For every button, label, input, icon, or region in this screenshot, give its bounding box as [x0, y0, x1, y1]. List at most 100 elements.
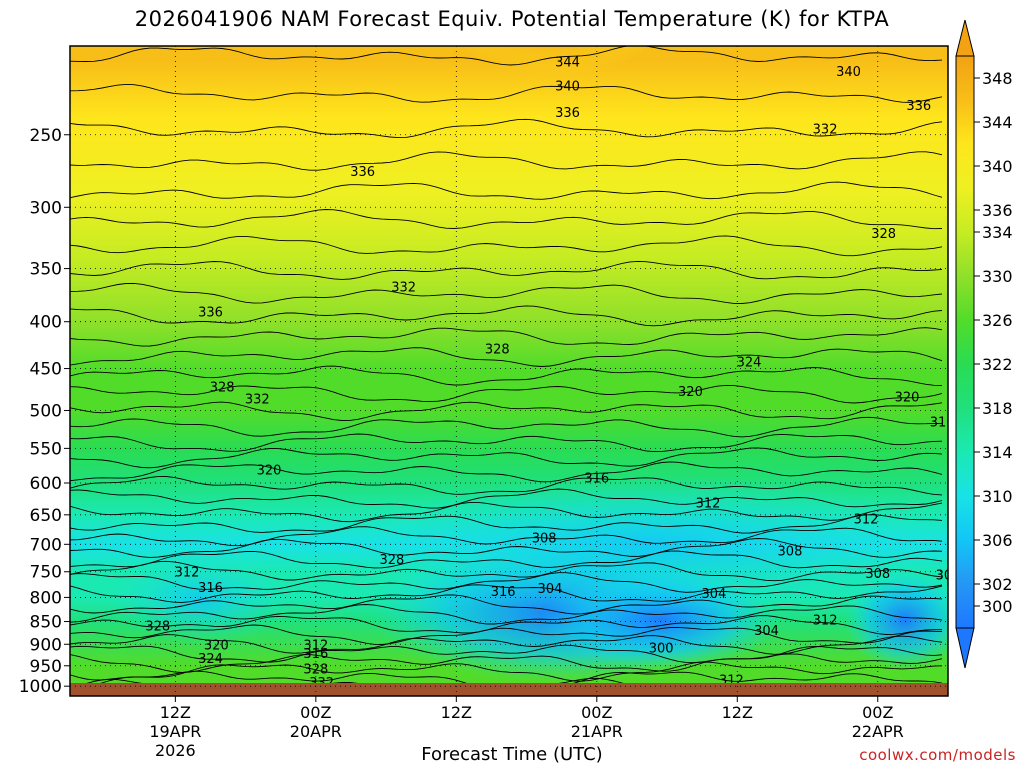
- contour-label: 308: [532, 531, 557, 546]
- contour-label: 344: [555, 56, 580, 71]
- contour-line: [70, 624, 943, 645]
- cool-midlevel-region: [350, 475, 948, 615]
- x-tick-year: 2026: [155, 741, 196, 760]
- contour-lines: [70, 46, 943, 696]
- y-tick-label: 750: [30, 563, 62, 583]
- contour-label: 324: [737, 355, 762, 370]
- contour-line: [70, 118, 943, 139]
- grid-lines: [70, 46, 948, 696]
- contour-line: [70, 327, 943, 347]
- contour-label: 340: [836, 65, 861, 80]
- contour-line: [70, 384, 943, 404]
- contour-label: 332: [245, 392, 270, 407]
- contour-line: [70, 604, 943, 625]
- contour-label: 328: [871, 227, 896, 242]
- chart-title: 2026041906 NAM Forecast Equiv. Potential…: [134, 7, 890, 31]
- contour-label: 324: [198, 652, 223, 667]
- contour-label: 308: [865, 567, 890, 582]
- y-tick-label: 650: [30, 506, 62, 526]
- contour-line: [70, 634, 943, 655]
- x-tick-date: 21APR: [571, 722, 623, 741]
- y-tick-label: 950: [30, 657, 62, 677]
- contour-line: [70, 461, 943, 483]
- colorbar-label: 326: [982, 311, 1013, 330]
- y-tick-label: 600: [30, 474, 62, 494]
- contour-line: [70, 83, 943, 103]
- contour-label: 332: [391, 280, 416, 295]
- colorbar-bottom-arrow: [955, 627, 975, 669]
- y-tick-label: 400: [30, 313, 62, 333]
- contour-line: [70, 447, 943, 469]
- contour-label: 328: [485, 343, 510, 358]
- contour-label: 316: [491, 585, 516, 600]
- plot-frame: [69, 45, 949, 697]
- ground-surface: [70, 683, 948, 696]
- colorbar-label: 318: [982, 399, 1013, 418]
- contour-line: [70, 416, 943, 438]
- contour-line: [70, 514, 943, 534]
- contour-label: 320: [678, 385, 703, 400]
- contour-line: [70, 282, 943, 304]
- y-tick-label: 800: [30, 588, 62, 608]
- contour-line: [70, 235, 943, 257]
- contour-line: [70, 181, 943, 200]
- y-tick-label: 350: [30, 260, 62, 280]
- colorbar-label: 334: [982, 223, 1013, 242]
- x-tick-label: 12Z: [441, 703, 472, 722]
- contour-line: [70, 488, 943, 509]
- contour-line: [70, 572, 943, 593]
- contour-label: 304: [701, 587, 726, 602]
- colorbar-label: 340: [982, 157, 1013, 176]
- x-tick-label: 00Z: [862, 703, 893, 722]
- contour-label: 320: [257, 464, 282, 479]
- x-tick-label: 12Z: [722, 703, 753, 722]
- contour-label: 312: [175, 566, 200, 581]
- contour-label: 328: [380, 553, 405, 568]
- contour-label: 340: [555, 80, 580, 95]
- contour-line: [70, 151, 943, 171]
- x-tick-label: 00Z: [581, 703, 612, 722]
- site-credit: coolwx.com/models: [859, 746, 1016, 764]
- contour-label: 320: [204, 638, 229, 653]
- contour-line: [70, 526, 943, 547]
- colorbar-label: 344: [982, 113, 1013, 132]
- y-tick-label: 300: [30, 198, 62, 218]
- y-tick-label: 250: [30, 126, 62, 146]
- contour-label: 316: [198, 581, 223, 596]
- contour-line: [70, 46, 943, 66]
- y-tick-label: 550: [30, 439, 62, 459]
- contour-line: [70, 661, 943, 682]
- contour-line: [70, 209, 943, 230]
- contour-label: 304: [538, 582, 563, 597]
- warm-upper-maximum: [465, 46, 645, 85]
- colorbar-label: 302: [982, 575, 1013, 594]
- colorbar-top-arrow: [955, 19, 975, 57]
- contour-label: 336: [555, 106, 580, 121]
- contour-label: 300: [649, 641, 674, 656]
- contour-label: 332: [813, 122, 838, 137]
- contour-label: 312: [696, 496, 721, 511]
- x-tick-date: 20APR: [290, 722, 342, 741]
- contour-label: 308: [778, 545, 803, 560]
- x-tick-date: 22APR: [852, 722, 904, 741]
- contour-label: 316: [303, 647, 328, 662]
- contour-line: [70, 501, 943, 523]
- y-tick-label: 500: [30, 401, 62, 421]
- contour-line: [70, 347, 943, 367]
- colorbar-label: 330: [982, 267, 1013, 286]
- contour-label: 312: [303, 638, 328, 653]
- contour-label: 328: [210, 381, 235, 396]
- contour-label: 336: [198, 306, 223, 321]
- colorbar-fill: [955, 55, 975, 629]
- contour-label: 312: [854, 512, 879, 527]
- colorbar-label: 322: [982, 355, 1013, 374]
- x-axis-title: Forecast Time (UTC): [421, 744, 603, 765]
- contour-line: [70, 594, 943, 615]
- colorbar-label: 306: [982, 531, 1013, 550]
- y-tick-label: 900: [30, 635, 62, 655]
- contour-label: 328: [303, 662, 328, 677]
- colorbar-label: 348: [982, 69, 1013, 88]
- contour-line: [70, 538, 943, 558]
